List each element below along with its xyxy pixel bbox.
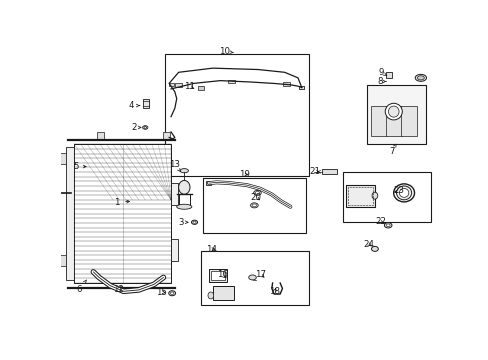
Text: 10: 10: [219, 47, 233, 56]
Ellipse shape: [191, 220, 197, 224]
Bar: [60, 153, 66, 164]
Text: 15: 15: [156, 288, 167, 297]
Ellipse shape: [143, 126, 146, 129]
Text: 14: 14: [205, 245, 216, 254]
Text: 22: 22: [374, 217, 386, 226]
Text: 8: 8: [377, 77, 386, 86]
Text: 1: 1: [114, 198, 129, 207]
Text: 2: 2: [131, 123, 141, 132]
Text: 16: 16: [216, 270, 227, 279]
Ellipse shape: [250, 203, 258, 208]
Ellipse shape: [168, 291, 175, 296]
Ellipse shape: [386, 224, 389, 227]
Ellipse shape: [371, 192, 377, 199]
Ellipse shape: [371, 246, 378, 251]
Bar: [165, 54, 309, 176]
Text: 11: 11: [183, 82, 194, 91]
Bar: [97, 132, 104, 140]
Bar: [347, 187, 372, 205]
Bar: [169, 83, 174, 86]
Text: 9: 9: [378, 68, 386, 77]
Bar: [60, 255, 66, 266]
Bar: [203, 177, 305, 233]
Text: 3: 3: [179, 218, 187, 227]
Text: 5: 5: [73, 162, 86, 171]
Text: 12: 12: [113, 285, 124, 294]
Bar: [163, 132, 170, 140]
Text: 13: 13: [169, 160, 180, 172]
Ellipse shape: [253, 190, 261, 195]
Bar: [197, 86, 204, 90]
Ellipse shape: [180, 168, 188, 173]
Bar: [401, 106, 417, 136]
Text: 18: 18: [268, 287, 280, 296]
Text: 20: 20: [250, 193, 261, 202]
Ellipse shape: [417, 76, 424, 80]
Ellipse shape: [193, 221, 196, 223]
Bar: [370, 106, 386, 136]
Ellipse shape: [387, 106, 398, 117]
Ellipse shape: [252, 204, 256, 207]
Text: 17: 17: [254, 270, 265, 279]
Bar: [386, 72, 391, 78]
Bar: [386, 106, 402, 136]
Ellipse shape: [414, 75, 426, 81]
Bar: [282, 82, 290, 86]
Ellipse shape: [393, 184, 414, 202]
Bar: [142, 99, 149, 108]
Ellipse shape: [142, 126, 147, 129]
Bar: [175, 84, 182, 87]
Bar: [208, 269, 226, 282]
Bar: [210, 271, 225, 280]
Bar: [343, 172, 430, 222]
Text: 4: 4: [129, 101, 140, 110]
Ellipse shape: [255, 192, 259, 194]
Bar: [66, 147, 74, 280]
Ellipse shape: [178, 180, 189, 194]
Bar: [171, 239, 178, 261]
Bar: [366, 85, 425, 144]
Text: 24: 24: [363, 240, 374, 249]
Ellipse shape: [207, 292, 213, 299]
Ellipse shape: [170, 292, 174, 294]
Ellipse shape: [399, 188, 408, 197]
Text: 6: 6: [77, 280, 86, 294]
Text: 19: 19: [238, 170, 249, 179]
Bar: [171, 183, 178, 205]
Bar: [201, 251, 309, 305]
Text: 21: 21: [309, 167, 320, 176]
Bar: [299, 86, 303, 90]
Ellipse shape: [396, 186, 411, 200]
Text: 23: 23: [393, 186, 404, 195]
Bar: [346, 185, 374, 207]
Ellipse shape: [385, 103, 402, 120]
Ellipse shape: [176, 204, 191, 209]
Bar: [227, 80, 235, 83]
Bar: [212, 286, 233, 300]
Ellipse shape: [248, 275, 256, 280]
Text: 7: 7: [388, 144, 395, 156]
Bar: [206, 181, 211, 185]
Bar: [74, 144, 171, 283]
Ellipse shape: [384, 223, 391, 228]
Bar: [321, 169, 336, 174]
